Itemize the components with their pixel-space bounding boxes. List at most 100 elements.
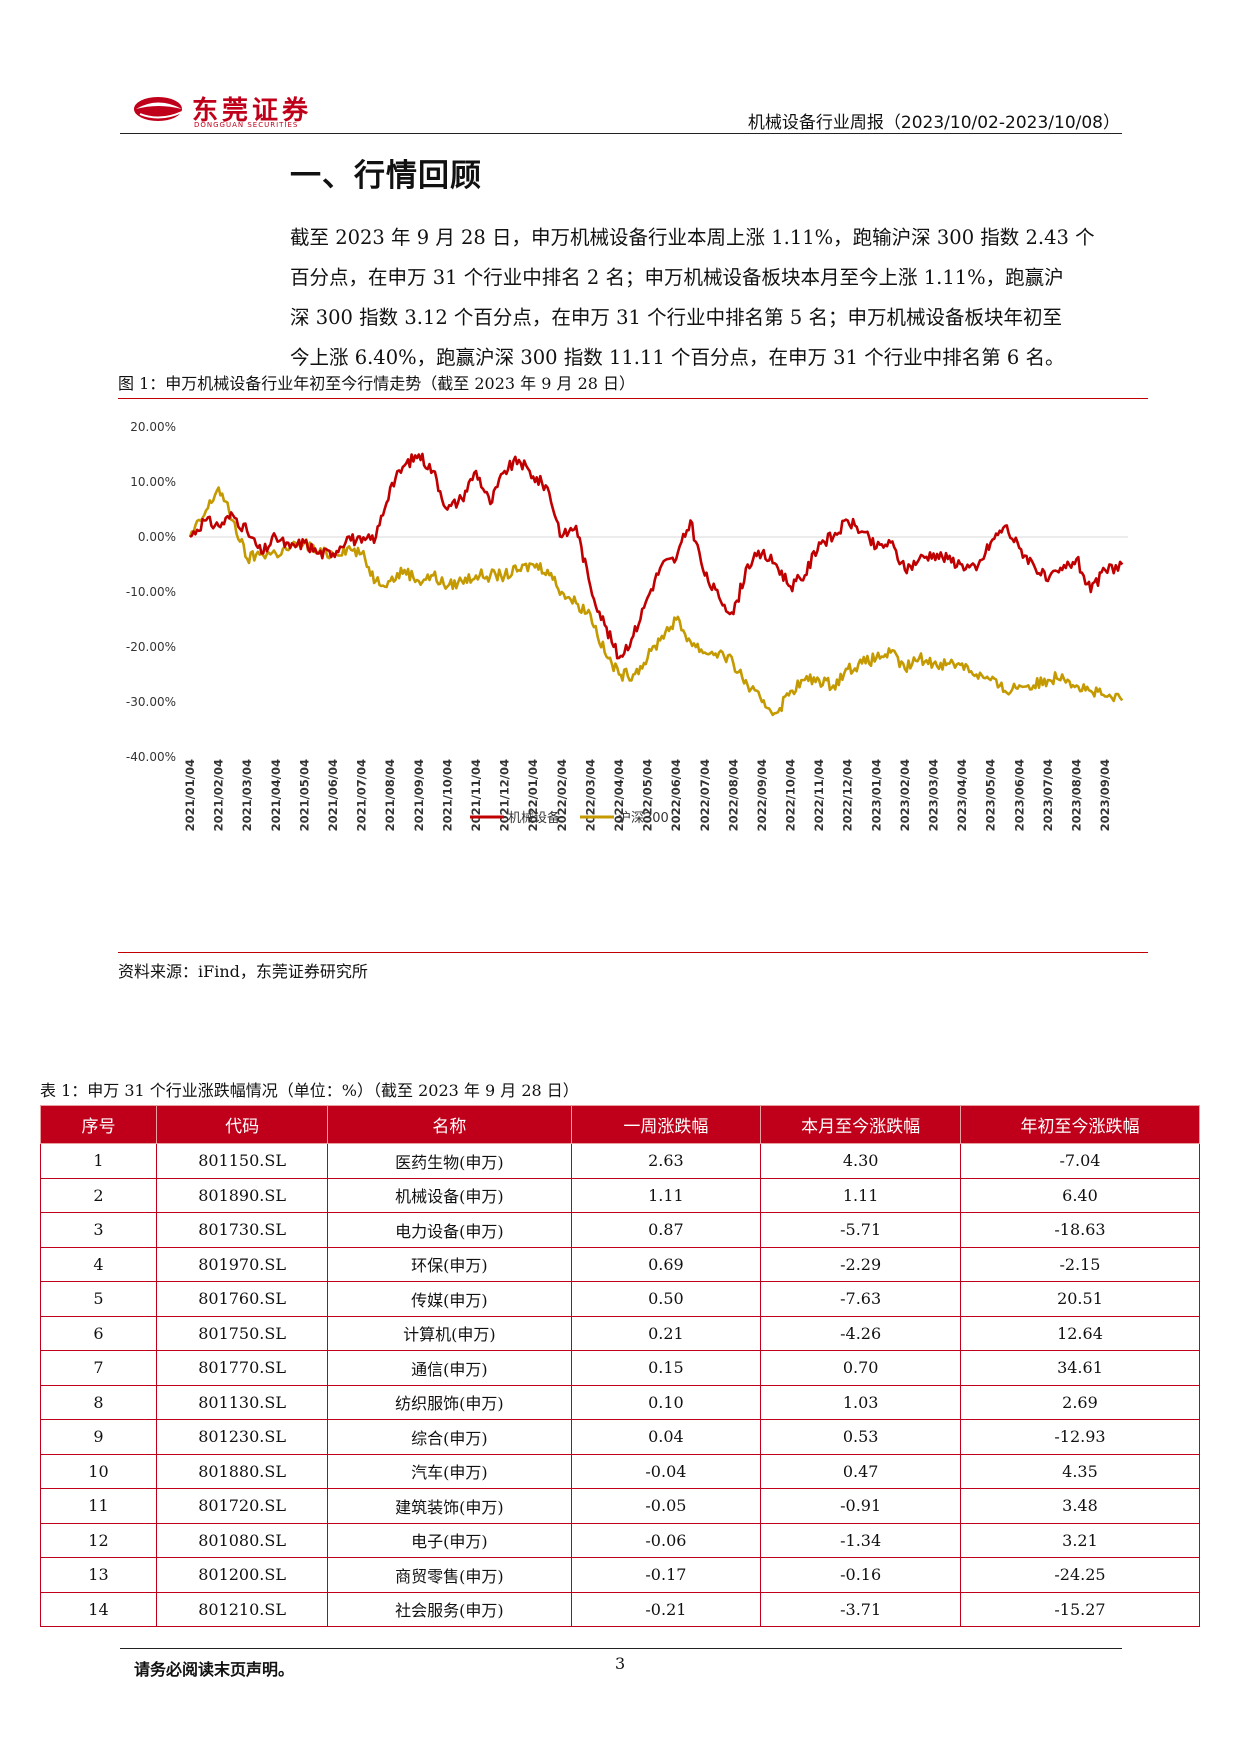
x-tick-label: 2021/02/04 [212, 759, 226, 831]
table-row: 5 801760.SL 传媒(申万) 0.50 -7.63 20.51 [40, 1281, 1201, 1317]
table-cell: 0.10 [570, 1384, 762, 1420]
table-cell: 计算机(申万) [327, 1315, 572, 1351]
table-cell: -7.63 [760, 1281, 961, 1317]
legend-label: 机械设备 [508, 810, 560, 826]
table-cell: 2.69 [959, 1384, 1201, 1420]
table-cell: 商贸零售(申万) [327, 1557, 572, 1593]
table-row: 6 801750.SL 计算机(申万) 0.21 -4.26 12.64 [40, 1315, 1201, 1351]
table-row: 7 801770.SL 通信(申万) 0.15 0.70 34.61 [40, 1350, 1201, 1386]
table-cell: 医药生物(申万) [327, 1143, 572, 1179]
table-cell: 环保(申万) [327, 1246, 572, 1282]
table-cell: 12.64 [959, 1315, 1201, 1351]
series-line [189, 452, 1124, 660]
table-cell: 汽车(申万) [327, 1453, 572, 1489]
x-tick-label: 2023/05/04 [984, 759, 998, 831]
table-row: 12 801080.SL 电子(申万) -0.06 -1.34 3.21 [40, 1522, 1201, 1558]
table-cell: 4.30 [760, 1143, 961, 1179]
table-cell: 6.40 [959, 1177, 1201, 1213]
table-row: 1 801150.SL 医药生物(申万) 2.63 4.30 -7.04 [40, 1143, 1201, 1179]
table-cell: 3.48 [959, 1488, 1201, 1524]
paragraph-line: 百分点，在申万 31 个行业中排名 2 名；申万机械设备板块本月至今上涨 1.1… [290, 266, 1064, 289]
table-cell: 纺织服饰(申万) [327, 1384, 572, 1420]
table-cell: 1 [40, 1143, 157, 1179]
x-tick-label: 2022/07/04 [698, 759, 712, 831]
paragraph-line: 截至 2023 年 9 月 28 日，申万机械设备行业本周上涨 1.11%，跑输… [290, 226, 1095, 249]
paragraph-line: 今上涨 6.40%，跑赢沪深 300 指数 11.11 个百分点，在申万 31 … [290, 346, 1065, 369]
table-row: 9 801230.SL 综合(申万) 0.04 0.53 -12.93 [40, 1419, 1201, 1455]
table-cell: 社会服务(申万) [327, 1591, 572, 1627]
intro-paragraph: 截至 2023 年 9 月 28 日，申万机械设备行业本周上涨 1.11%，跑输… [290, 218, 1126, 378]
table-cell: 801890.SL [155, 1177, 329, 1213]
table-cell: 0.04 [570, 1419, 762, 1455]
table-cell: 801730.SL [155, 1212, 329, 1248]
company-logo: 东莞证券 DONGGUAN SECURITIES [130, 92, 370, 132]
x-tick-label: 2022/06/04 [669, 759, 683, 831]
figure-source: 资料来源：iFind，东莞证券研究所 [118, 962, 368, 981]
table-header-row: 序号 代码 名称 一周涨跌幅 本月至今涨跌幅 年初至今涨跌幅 [40, 1105, 1201, 1144]
table-row: 2 801890.SL 机械设备(申万) 1.11 1.11 6.40 [40, 1177, 1201, 1213]
y-tick-label: 0.00% [138, 530, 176, 544]
y-tick-label: -20.00% [126, 640, 176, 654]
table-cell: 0.70 [760, 1350, 961, 1386]
table-cell: 801200.SL [155, 1557, 329, 1593]
industry-table: 序号 代码 名称 一周涨跌幅 本月至今涨跌幅 年初至今涨跌幅 1 801150.SL 医药生物… [40, 1105, 1201, 1627]
table-cell: 801770.SL [155, 1350, 329, 1386]
table-row: 4 801970.SL 环保(申万) 0.69 -2.29 -2.15 [40, 1246, 1201, 1282]
table-cell: 3.21 [959, 1522, 1201, 1558]
table-cell: 4.35 [959, 1453, 1201, 1489]
chart-legend: 机械设备 沪深300 [470, 810, 669, 826]
table-cell: 1.11 [570, 1177, 762, 1213]
figure-bottom-rule [118, 952, 1148, 953]
x-tick-label: 2021/06/04 [326, 759, 340, 831]
table-cell: -0.16 [760, 1557, 961, 1593]
table-cell: -2.29 [760, 1246, 961, 1282]
table-cell: 2 [40, 1177, 157, 1213]
table-cell: -0.04 [570, 1453, 762, 1489]
y-tick-label: 20.00% [130, 420, 176, 434]
x-tick-label: 2022/08/04 [726, 759, 740, 831]
footer-divider [120, 1648, 1122, 1649]
table-cell: -0.17 [570, 1557, 762, 1593]
x-tick-label: 2022/10/04 [784, 759, 798, 831]
y-tick-label: -40.00% [126, 750, 176, 764]
table-cell: 801230.SL [155, 1419, 329, 1455]
table-cell: 5 [40, 1281, 157, 1317]
table-caption: 表 1：申万 31 个行业涨跌幅情况（单位：%）（截至 2023 年 9 月 2… [40, 1081, 579, 1100]
x-tick-label: 2022/09/04 [755, 759, 769, 831]
x-tick-label: 2023/08/04 [1070, 759, 1084, 831]
table-cell: 1.11 [760, 1177, 961, 1213]
table-cell: 0.15 [570, 1350, 762, 1386]
table-cell: 综合(申万) [327, 1419, 572, 1455]
table-cell: 12 [40, 1522, 157, 1558]
table-cell: 0.87 [570, 1212, 762, 1248]
table-cell: 传媒(申万) [327, 1281, 572, 1317]
y-axis: 20.00% 10.00% 0.00% -10.00% -20.00% -30.00% -4… [126, 420, 1128, 764]
x-tick-label: 2021/03/04 [240, 759, 254, 831]
table-body: 1 801150.SL 医药生物(申万) 2.63 4.30 -7.04 2 801890.S… [40, 1143, 1201, 1627]
table-cell: 2.63 [570, 1143, 762, 1179]
x-axis: 2021/01/04 2021/02/04 2021/03/04 2021/04/04… [183, 759, 1112, 831]
table-cell: 建筑装饰(申万) [327, 1488, 572, 1524]
table-cell: 7 [40, 1350, 157, 1386]
series-lines [188, 452, 1124, 717]
table-cell: 电子(申万) [327, 1522, 572, 1558]
x-tick-label: 2023/06/04 [1012, 759, 1026, 831]
x-tick-label: 2022/12/04 [841, 759, 855, 831]
x-tick-label: 2023/04/04 [955, 759, 969, 831]
table-cell: 电力设备(申万) [327, 1212, 572, 1248]
logo-text-en: DONGGUAN SECURITIES [194, 121, 299, 129]
header-divider [120, 133, 1122, 134]
logo-mark-icon [134, 97, 183, 121]
table-cell: -0.91 [760, 1488, 961, 1524]
table-cell: 9 [40, 1419, 157, 1455]
table-cell: 801130.SL [155, 1384, 329, 1420]
table-cell: 13 [40, 1557, 157, 1593]
column-header: 年初至今涨跌幅 [959, 1105, 1201, 1144]
column-header: 名称 [327, 1105, 572, 1144]
x-tick-label: 2023/02/04 [898, 759, 912, 831]
table-cell: 0.50 [570, 1281, 762, 1317]
table-cell: 0.47 [760, 1453, 961, 1489]
table-cell: 通信(申万) [327, 1350, 572, 1386]
x-tick-label: 2022/03/04 [583, 759, 597, 831]
table-cell: -5.71 [760, 1212, 961, 1248]
